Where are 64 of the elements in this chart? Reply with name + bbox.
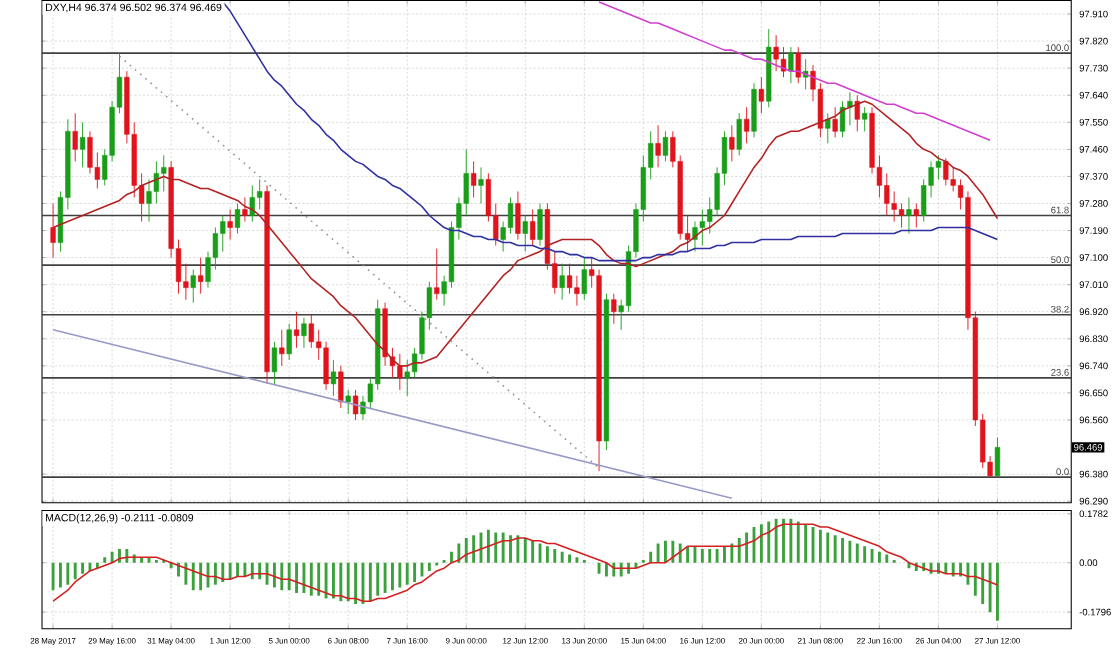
- candlestick: [788, 46, 794, 84]
- candlestick: [72, 112, 78, 162]
- candlestick: [994, 437, 1001, 477]
- candlestick: [862, 106, 868, 132]
- candlestick: [847, 91, 853, 126]
- candlestick: [87, 130, 93, 174]
- candlestick: [397, 353, 403, 391]
- candlestick: [308, 314, 314, 349]
- candlestick: [471, 160, 477, 198]
- candlestick: [758, 76, 764, 114]
- candlestick: [574, 275, 580, 307]
- candlestick: [161, 154, 167, 192]
- candlestick: [832, 106, 838, 138]
- candlestick: [301, 317, 307, 349]
- candlestick: [736, 112, 742, 156]
- candlestick: [559, 263, 565, 301]
- candlestick: [891, 191, 897, 223]
- candlestick: [286, 323, 292, 361]
- candlestick: [913, 203, 919, 229]
- candlestick: [773, 34, 779, 72]
- candlestick: [242, 197, 248, 223]
- candlestick: [249, 185, 255, 223]
- candlestick: [234, 203, 241, 235]
- candlestick: [220, 215, 226, 253]
- candlestick: [611, 293, 617, 325]
- candlestick: [515, 191, 521, 241]
- candlestick: [279, 329, 285, 367]
- candlestick: [854, 94, 860, 132]
- candlestick: [906, 197, 912, 235]
- candlestick: [271, 341, 278, 385]
- candlestick: [338, 365, 344, 409]
- candlestick: [839, 100, 846, 138]
- candlestick: [884, 173, 890, 217]
- candlestick: [662, 130, 669, 162]
- candlestick: [323, 341, 329, 391]
- candlestick: [404, 359, 410, 397]
- candlestick: [751, 82, 757, 138]
- candlestick: [537, 203, 543, 247]
- candlestick: [581, 257, 587, 301]
- candlestick: [943, 157, 949, 186]
- candlestick: [227, 209, 233, 241]
- candlestick: [146, 179, 152, 223]
- candlestick: [434, 248, 440, 301]
- candlestick: [50, 203, 56, 259]
- candlestick: [530, 209, 536, 247]
- candlestick: [352, 389, 359, 421]
- candlestick: [522, 215, 528, 253]
- candlestick: [198, 257, 204, 295]
- candlestick: [257, 179, 263, 211]
- candlestick: [729, 124, 735, 162]
- candlestick: [345, 389, 351, 415]
- candlestick: [478, 167, 484, 204]
- candlestick: [79, 121, 86, 168]
- candlestick: [743, 106, 750, 144]
- candlestick: [293, 311, 300, 349]
- candlestick: [190, 269, 196, 304]
- candlestick: [795, 46, 801, 84]
- candlestick: [825, 112, 831, 144]
- candlestick: [655, 124, 661, 168]
- candlestick: [699, 209, 705, 247]
- candlestick: [507, 197, 514, 235]
- candlestick: [950, 167, 956, 192]
- candlestick: [898, 203, 905, 229]
- candlestick: [330, 359, 337, 397]
